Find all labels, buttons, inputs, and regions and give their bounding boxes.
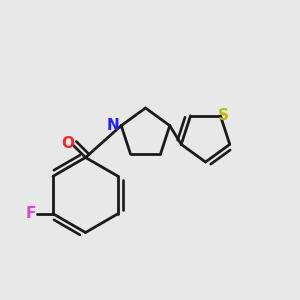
Text: F: F bbox=[26, 206, 36, 221]
Text: N: N bbox=[107, 118, 120, 133]
Text: S: S bbox=[218, 108, 229, 123]
Text: O: O bbox=[61, 136, 75, 151]
